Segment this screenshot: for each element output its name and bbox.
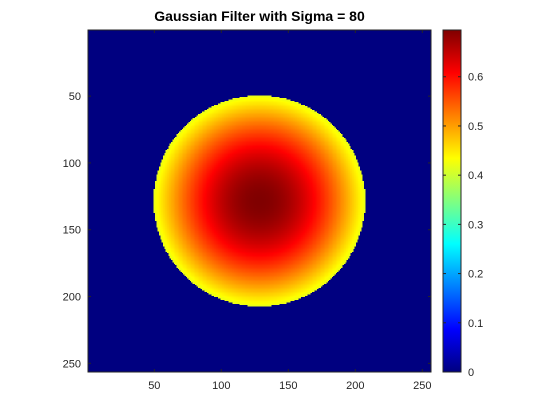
axes-box <box>87 29 432 373</box>
y-tick-label: 150 <box>63 225 81 237</box>
y-tick-label: 200 <box>63 292 81 304</box>
x-tick-label: 50 <box>148 380 160 392</box>
y-tick-label: 250 <box>63 358 81 370</box>
colorbar: 0 0.1 0.2 0.3 0.4 0.5 0.6 <box>442 29 483 379</box>
x-tick-label: 150 <box>279 380 297 392</box>
colorbar-tick-label: 0 <box>468 367 474 379</box>
colorbar-tick-label: 0.3 <box>468 219 483 231</box>
axis-ticks: 50 100 150 200 250 50 100 150 200 250 <box>63 30 431 392</box>
chart-title: Gaussian Filter with Sigma = 80 <box>154 8 365 24</box>
x-tick-label: 100 <box>212 380 230 392</box>
colorbar-tick-label: 0.2 <box>468 269 483 281</box>
x-tick-label: 200 <box>346 380 364 392</box>
colorbar-tick-label: 0.5 <box>468 121 483 133</box>
y-tick-label: 50 <box>69 91 81 103</box>
colorbar-tick-label: 0.1 <box>468 318 483 330</box>
y-tick-label: 100 <box>63 158 81 170</box>
x-tick-label: 250 <box>413 380 431 392</box>
heatmap-raster <box>88 30 431 372</box>
colorbar-tick-label: 0.6 <box>468 72 483 84</box>
heatmap-image <box>88 30 431 372</box>
colorbar-tick-label: 0.4 <box>468 170 483 182</box>
colorbar-gradient <box>442 29 462 373</box>
